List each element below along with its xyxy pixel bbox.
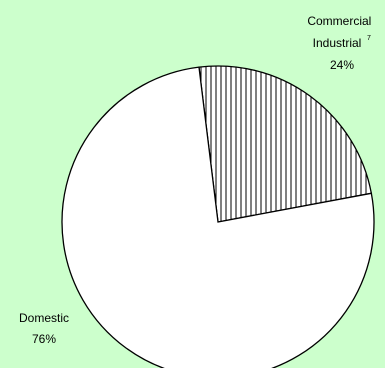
- slice-label-domestic: Domestic: [19, 311, 69, 325]
- slice-percent-commercial-industrial: 24%: [330, 58, 354, 72]
- footnote-marker: 7: [367, 35, 371, 42]
- slice-label-commercial-industrial: Commercial Industrial: [307, 14, 374, 50]
- pie-slice-commercial-industrial: [198, 65, 373, 223]
- slice-percent-domestic: 76%: [32, 332, 56, 346]
- pie-slice-domestic: [61, 66, 375, 368]
